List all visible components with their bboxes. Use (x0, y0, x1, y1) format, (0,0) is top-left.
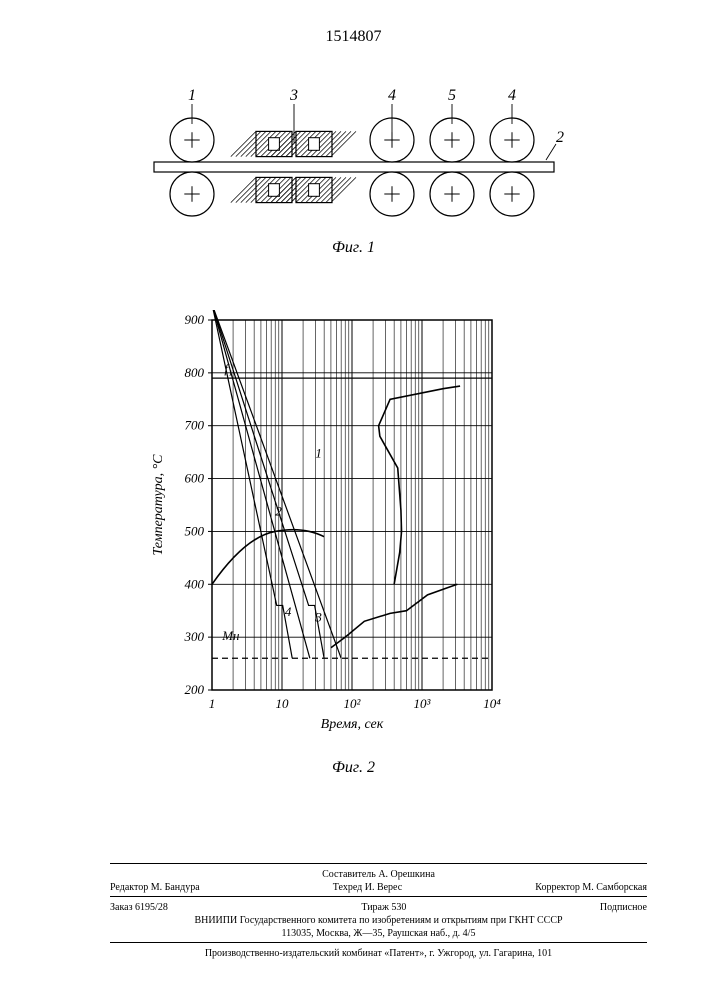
page: 1514807 1 3 4 5 4 2 Фиг. 1 200 300 400 500 600 700… (0, 0, 707, 1000)
svg-text:10⁴: 10⁴ (483, 696, 501, 711)
footer-rule-1 (110, 863, 647, 864)
svg-text:700: 700 (184, 418, 204, 433)
svg-text:300: 300 (183, 629, 204, 644)
footer-circulation: Тираж 530 (361, 901, 406, 914)
svg-text:500: 500 (184, 523, 204, 538)
figure-1-caption: Фиг. 1 (144, 239, 564, 257)
svg-text:2: 2 (556, 129, 564, 146)
footer-order: Заказ 6195/28 (110, 901, 168, 914)
svg-text:1: 1 (208, 696, 215, 711)
footer-credits-row: Редактор М. Бандура Техред И. Верес Корр… (110, 881, 647, 894)
footer-line3: Производственно-издательский комбинат «П… (110, 947, 647, 960)
svg-text:2: 2 (275, 504, 282, 519)
figure-1: 1 3 4 5 4 2 Фиг. 1 (144, 80, 564, 260)
footer-compiler: Составитель А. Орешкина (110, 868, 647, 881)
footer-corrector: Корректор М. Самборская (535, 881, 647, 894)
footer-subscription: Подписное (600, 901, 647, 914)
svg-text:Температура, °С: Температура, °С (151, 454, 166, 556)
svg-text:200: 200 (184, 682, 204, 697)
figure-2-caption: Фиг. 2 (144, 759, 564, 777)
svg-text:5: 5 (448, 87, 456, 104)
footer-line1: ВНИИПИ Государственного комитета по изоб… (110, 914, 647, 927)
svg-text:900: 900 (184, 312, 204, 327)
figure-1-svg: 1 3 4 5 4 2 (144, 80, 564, 230)
svg-text:3: 3 (289, 87, 298, 104)
footer-order-row: Заказ 6195/28 Тираж 530 Подписное (110, 901, 647, 914)
footer-line2: 113035, Москва, Ж—35, Раушская наб., д. … (110, 927, 647, 940)
figure-2: 200 300 400 500 600 700 800 900 1 10 10² 10³ 10⁴ Темп… (144, 310, 564, 790)
svg-text:Время, сек: Время, сек (320, 717, 383, 732)
svg-text:4: 4 (508, 87, 516, 104)
footer-rule-3 (110, 942, 647, 943)
svg-text:4: 4 (388, 87, 396, 104)
footer-editor: Редактор М. Бандура (110, 881, 200, 894)
svg-text:4: 4 (284, 604, 291, 619)
svg-text:10: 10 (275, 696, 289, 711)
figure-2-svg: 200 300 400 500 600 700 800 900 1 10 10² 10³ 10⁴ Темп… (144, 310, 564, 750)
svg-text:1: 1 (188, 87, 196, 104)
footer-rule-2 (110, 896, 647, 897)
svg-text:600: 600 (184, 471, 204, 486)
svg-text:10²: 10² (343, 696, 361, 711)
document-number: 1514807 (326, 28, 382, 46)
svg-text:3: 3 (314, 609, 322, 624)
svg-text:400: 400 (184, 576, 204, 591)
footer: Составитель А. Орешкина Редактор М. Банд… (110, 861, 647, 960)
svg-text:1: 1 (315, 445, 322, 460)
svg-text:800: 800 (184, 365, 204, 380)
svg-text:10³: 10³ (413, 696, 431, 711)
footer-tech: Техред И. Верес (333, 881, 402, 894)
svg-text:Мн: Мн (221, 628, 239, 643)
svg-text:f₁: f₁ (224, 361, 232, 376)
